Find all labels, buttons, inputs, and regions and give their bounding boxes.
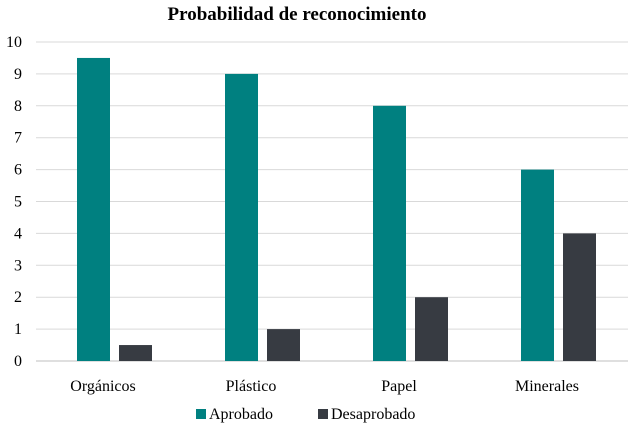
y-tick-label: 2	[14, 289, 22, 306]
legend-label-desaprobado: Desaprobado	[331, 406, 415, 423]
y-tick-label: 10	[6, 34, 22, 51]
x-tick-label: Papel	[381, 378, 417, 395]
y-tick-label: 9	[14, 66, 22, 83]
y-tick-label: 6	[14, 162, 22, 179]
y-tick-label: 4	[14, 225, 22, 242]
y-axis-tick-labels: 0 1 2 3 4 5 6 7 8 9 10	[6, 34, 22, 370]
bar-desaprobado-1	[267, 329, 300, 361]
legend-swatch-aprobado	[196, 409, 206, 419]
legend-label-aprobado: Aprobado	[209, 406, 273, 423]
y-tick-label: 7	[14, 130, 22, 147]
x-tick-label: Orgánicos	[70, 378, 135, 395]
y-tick-label: 1	[14, 321, 22, 338]
legend: Aprobado Desaprobado	[196, 406, 415, 423]
bar-aprobado-3	[521, 169, 554, 361]
y-tick-label: 5	[14, 194, 22, 211]
bar-desaprobado-3	[563, 233, 596, 361]
x-axis-tick-labels: Orgánicos Plástico Papel Minerales	[70, 378, 579, 395]
bar-desaprobado-0	[119, 345, 152, 361]
y-tick-label: 8	[14, 98, 22, 115]
y-tick-label: 0	[14, 353, 22, 370]
bar-aprobado-1	[225, 73, 258, 362]
bar-desaprobado-2	[415, 297, 448, 361]
bars	[77, 57, 596, 362]
x-tick-label: Plástico	[226, 378, 277, 395]
chart-title: Probabilidad de reconocimiento	[168, 4, 427, 25]
x-tick-label: Minerales	[515, 378, 579, 395]
gridlines	[36, 41, 628, 362]
bar-aprobado-2	[373, 105, 406, 361]
bar-aprobado-0	[77, 57, 110, 361]
y-tick-label: 3	[14, 257, 22, 274]
legend-swatch-desaprobado	[318, 409, 328, 419]
